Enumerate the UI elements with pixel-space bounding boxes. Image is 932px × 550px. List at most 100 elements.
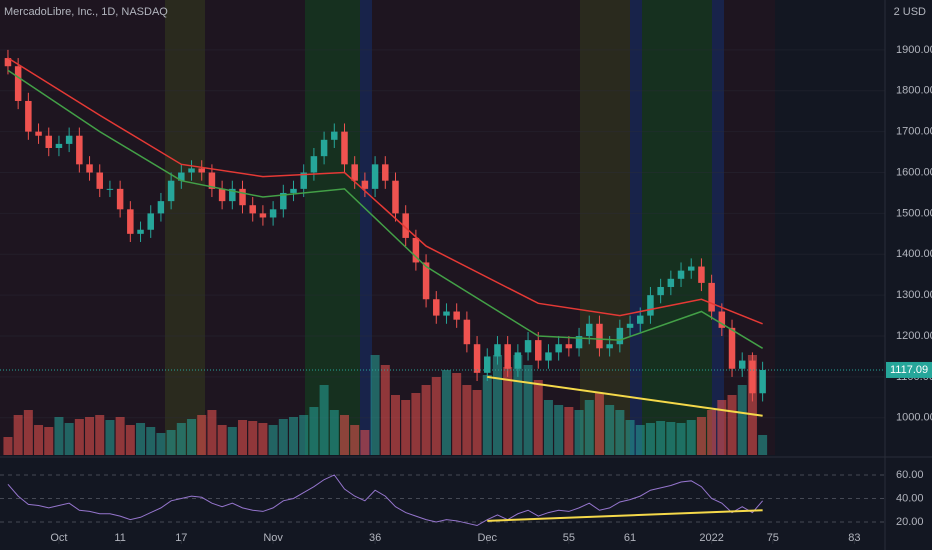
- volume-bar: [339, 415, 349, 455]
- future-area: [775, 0, 885, 455]
- candle-body: [759, 369, 766, 394]
- candle-body: [300, 172, 307, 189]
- volume-bar: [278, 419, 288, 455]
- volume-bar: [513, 355, 523, 455]
- volume-bar: [370, 355, 380, 455]
- candle-body: [647, 295, 654, 316]
- y-tick-label: 1300.00: [896, 289, 932, 301]
- y-tick-label: 1900.00: [896, 44, 932, 56]
- candle-body: [555, 344, 562, 353]
- candle-body: [137, 229, 144, 234]
- last-price-tag: [886, 361, 932, 378]
- band: [305, 0, 360, 455]
- volume-bar: [115, 417, 125, 455]
- candle-body: [320, 139, 328, 157]
- candle-body: [218, 188, 226, 202]
- candle-body: [65, 135, 73, 144]
- candle-body: [463, 319, 471, 345]
- candle-body: [422, 262, 430, 300]
- candle-body: [524, 340, 532, 353]
- volume-bar: [625, 420, 635, 455]
- candle-body: [198, 168, 205, 173]
- candle-body: [626, 323, 634, 328]
- band: [712, 0, 724, 455]
- x-tick-label: 2022: [699, 532, 723, 544]
- y-tick-label: 1600.00: [896, 166, 932, 178]
- x-tick-label: Nov: [263, 532, 283, 544]
- candle-body: [239, 188, 246, 206]
- volume-bar: [166, 430, 176, 455]
- candle-body: [545, 352, 552, 361]
- volume-bar: [707, 410, 717, 455]
- volume-bar: [543, 400, 553, 455]
- candle-body: [484, 356, 491, 373]
- y-tick-label: 1800.00: [896, 85, 932, 97]
- y-tick-label: 1000.00: [896, 412, 932, 424]
- candle-body: [749, 360, 756, 394]
- volume-bar: [758, 435, 768, 455]
- volume-bar: [13, 415, 23, 455]
- candle-body: [392, 180, 399, 214]
- candle-body: [382, 164, 389, 181]
- candle-body: [259, 213, 267, 218]
- candle-body: [361, 180, 369, 189]
- band: [165, 0, 205, 455]
- candle-body: [494, 344, 501, 357]
- volume-bar: [380, 365, 390, 455]
- candle-body: [575, 336, 583, 349]
- candle-body: [14, 66, 22, 101]
- divergence-line: [487, 375, 763, 417]
- volume-bar: [176, 423, 186, 455]
- volume-bar: [146, 427, 156, 455]
- volume-bar: [554, 405, 564, 455]
- volume-bar: [207, 410, 217, 455]
- candle-body: [4, 58, 12, 67]
- volume-bar: [523, 365, 533, 455]
- volume-bar: [696, 417, 706, 455]
- candle-body: [738, 360, 746, 369]
- candle-body: [76, 135, 83, 165]
- chart-title: MercadoLibre, Inc., 1D, NASDAQ: [4, 6, 168, 18]
- volume-bar: [605, 405, 615, 455]
- x-tick-label: 36: [369, 532, 381, 544]
- volume-bar: [197, 415, 207, 455]
- volume-bar: [472, 390, 482, 455]
- volume-bar: [737, 385, 747, 455]
- volume-bar: [727, 395, 737, 455]
- volume-bar: [747, 355, 757, 455]
- volume-bar: [74, 419, 84, 455]
- y-tick-label: 1200.00: [896, 330, 932, 342]
- candle-body: [473, 344, 481, 373]
- volume-bar: [54, 417, 64, 455]
- volume-bar: [350, 425, 360, 455]
- candle-body: [55, 143, 63, 148]
- x-tick-label: Dec: [477, 532, 497, 544]
- volume-bar: [594, 393, 604, 455]
- candle-body: [636, 315, 644, 324]
- candle-body: [106, 188, 114, 190]
- candle-body: [157, 201, 165, 214]
- candle-body: [96, 172, 103, 189]
- volume-bar: [584, 400, 594, 455]
- candle-body: [433, 299, 440, 316]
- volume-bar: [462, 385, 472, 455]
- x-tick-label: 83: [848, 532, 860, 544]
- candle-body: [178, 172, 185, 181]
- volume-bar: [564, 407, 574, 455]
- candle-body: [127, 209, 134, 234]
- x-tick-label: 55: [563, 532, 575, 544]
- volume-bar: [676, 423, 686, 455]
- volume-bar: [227, 427, 237, 455]
- moving-average: [7, 69, 764, 349]
- candle-body: [565, 344, 573, 349]
- candle-body: [280, 192, 287, 210]
- volume-bar: [717, 400, 727, 455]
- volume-bar: [299, 415, 309, 455]
- candle-body: [657, 286, 664, 296]
- volume-bar: [23, 410, 33, 455]
- candle-body: [687, 266, 695, 271]
- volume-bar: [390, 395, 400, 455]
- volume-bar: [666, 422, 676, 455]
- x-tick-label: 17: [175, 532, 187, 544]
- candle-body: [371, 164, 379, 189]
